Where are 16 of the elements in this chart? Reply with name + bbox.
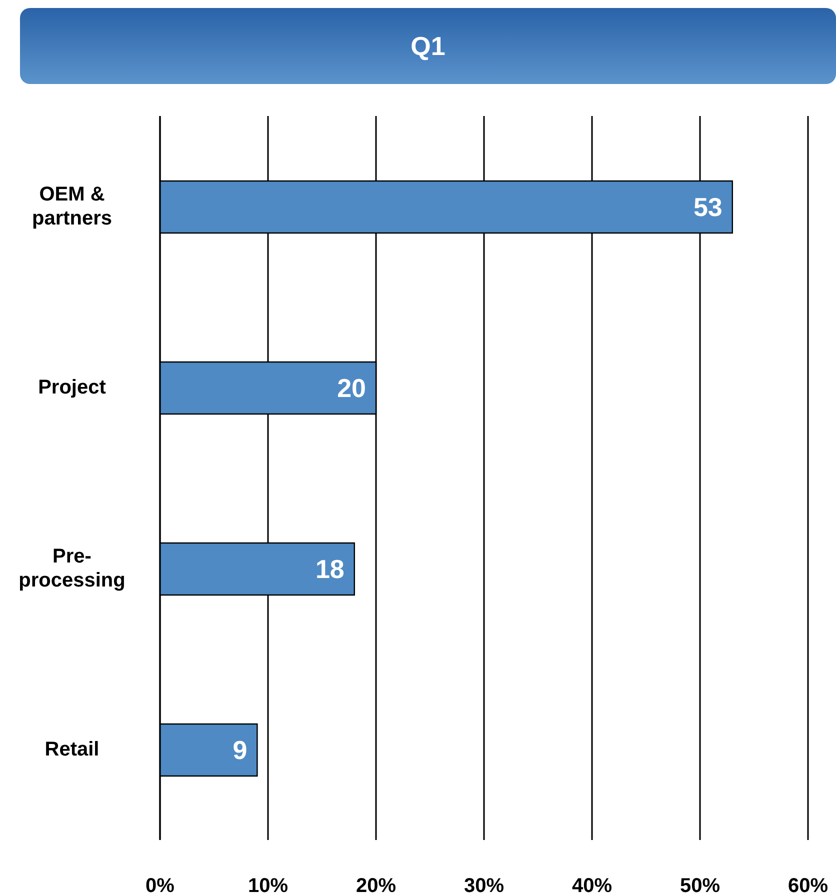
- x-tick-label: 0%: [146, 875, 175, 893]
- data-label: 18: [315, 554, 344, 584]
- x-tick-label: 40%: [572, 875, 612, 893]
- chart-title: Q1: [410, 30, 446, 62]
- data-label: 20: [337, 373, 366, 404]
- y-tick-label: Project: [38, 376, 106, 398]
- data-label: 53: [693, 192, 722, 222]
- y-tick-label: Pre-processing: [18, 546, 126, 592]
- x-tick-label: 50%: [680, 875, 720, 893]
- x-tick-label: 60%: [788, 875, 828, 893]
- y-tick-label: OEM & partners: [32, 184, 112, 230]
- x-tick-label: 30%: [464, 875, 504, 893]
- x-tick-label: 20%: [356, 875, 396, 893]
- x-tick-label: 10%: [248, 875, 288, 893]
- y-tick-label: Retail: [44, 738, 100, 760]
- data-label: 9: [232, 735, 248, 766]
